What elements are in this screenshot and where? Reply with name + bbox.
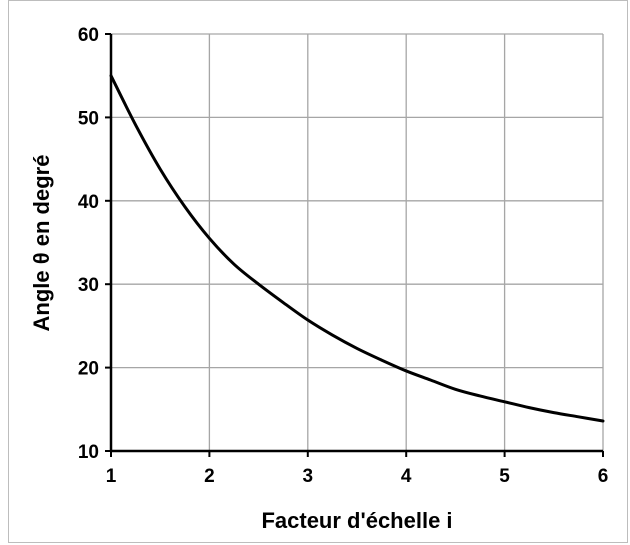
x-tick-label: 1 xyxy=(106,466,117,487)
series-line xyxy=(109,74,605,423)
x-tick-label: 5 xyxy=(499,466,510,487)
series-layer xyxy=(109,74,605,423)
grid xyxy=(110,33,604,452)
x-tick-label: 4 xyxy=(401,466,412,487)
x-tick-label: 3 xyxy=(303,466,314,487)
y-tick-label: 10 xyxy=(78,442,99,463)
x-axis-title: Facteur d'échelle i xyxy=(261,508,452,533)
y-axis-title: Angle θ en degré xyxy=(29,155,54,332)
y-tick-label: 30 xyxy=(78,275,99,296)
tick-labels: 1 2 3 4 5 6 10 20 30 40 50 60 xyxy=(78,25,608,487)
y-tick-label: 40 xyxy=(78,192,99,213)
y-tick-label: 20 xyxy=(78,359,99,380)
y-tick-label: 50 xyxy=(78,108,99,129)
axes xyxy=(105,33,604,457)
y-tick-label: 60 xyxy=(78,25,99,46)
x-tick-label: 6 xyxy=(598,466,609,487)
x-tick-label: 2 xyxy=(204,466,215,487)
